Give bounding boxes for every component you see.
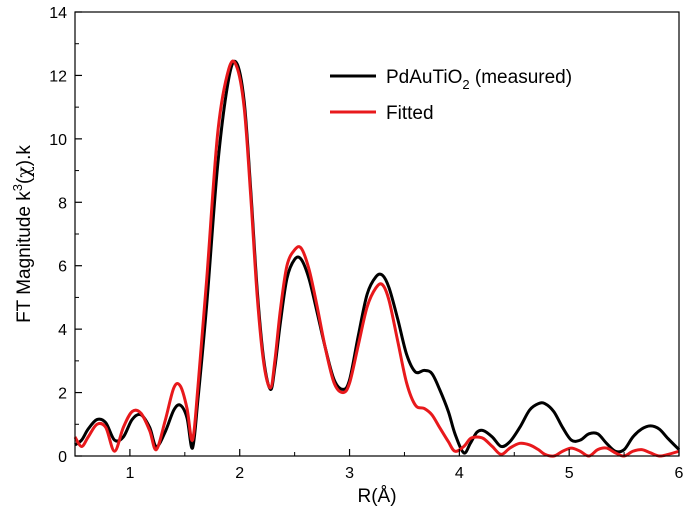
legend-label-measured-suffix: (measured) [470, 67, 572, 88]
legend-label-measured: PdAuTiO2 (measured) [386, 67, 572, 92]
y-tick-label: 0 [58, 449, 67, 466]
y-axis-title-superscript: 3 [10, 184, 25, 191]
y-axis-title: FT Magnitude k3(χ).k [10, 145, 35, 323]
y-tick-label: 14 [49, 5, 67, 22]
legend-label-measured-main: PdAuTiO [386, 67, 462, 88]
x-tick-label: 2 [235, 465, 244, 482]
legend-label-measured-subscript: 2 [462, 77, 469, 92]
x-tick-label: 4 [455, 465, 464, 482]
legend-label-fitted: Fitted [386, 103, 434, 124]
y-axis-ticks: 0 2 4 6 8 10 12 14 [49, 5, 82, 466]
plot-series [73, 59, 681, 458]
x-tick-label: 5 [565, 465, 574, 482]
y-tick-label: 12 [49, 68, 67, 85]
x-tick-label: 3 [345, 465, 354, 482]
y-axis-title-paren: ( [14, 177, 35, 184]
y-tick-label: 10 [49, 132, 67, 149]
y-axis-title-chi: χ [13, 166, 35, 178]
y-tick-label: 6 [58, 259, 67, 276]
series-line-measured [74, 59, 681, 455]
x-tick-label: 1 [125, 465, 134, 482]
series-line-fitted [73, 59, 680, 458]
y-tick-label: 2 [58, 386, 67, 403]
x-axis-title: R(Å) [357, 486, 396, 507]
x-tick-label: 6 [675, 465, 684, 482]
legend: PdAuTiO2 (measured) Fitted [330, 67, 572, 124]
y-axis-title-main: FT Magnitude k [14, 191, 35, 323]
y-axis-title-suffix: ).k [14, 145, 35, 167]
x-axis-ticks: 1 2 3 4 5 6 [74, 449, 684, 482]
y-tick-label: 4 [58, 322, 67, 339]
y-tick-label: 8 [58, 195, 67, 212]
